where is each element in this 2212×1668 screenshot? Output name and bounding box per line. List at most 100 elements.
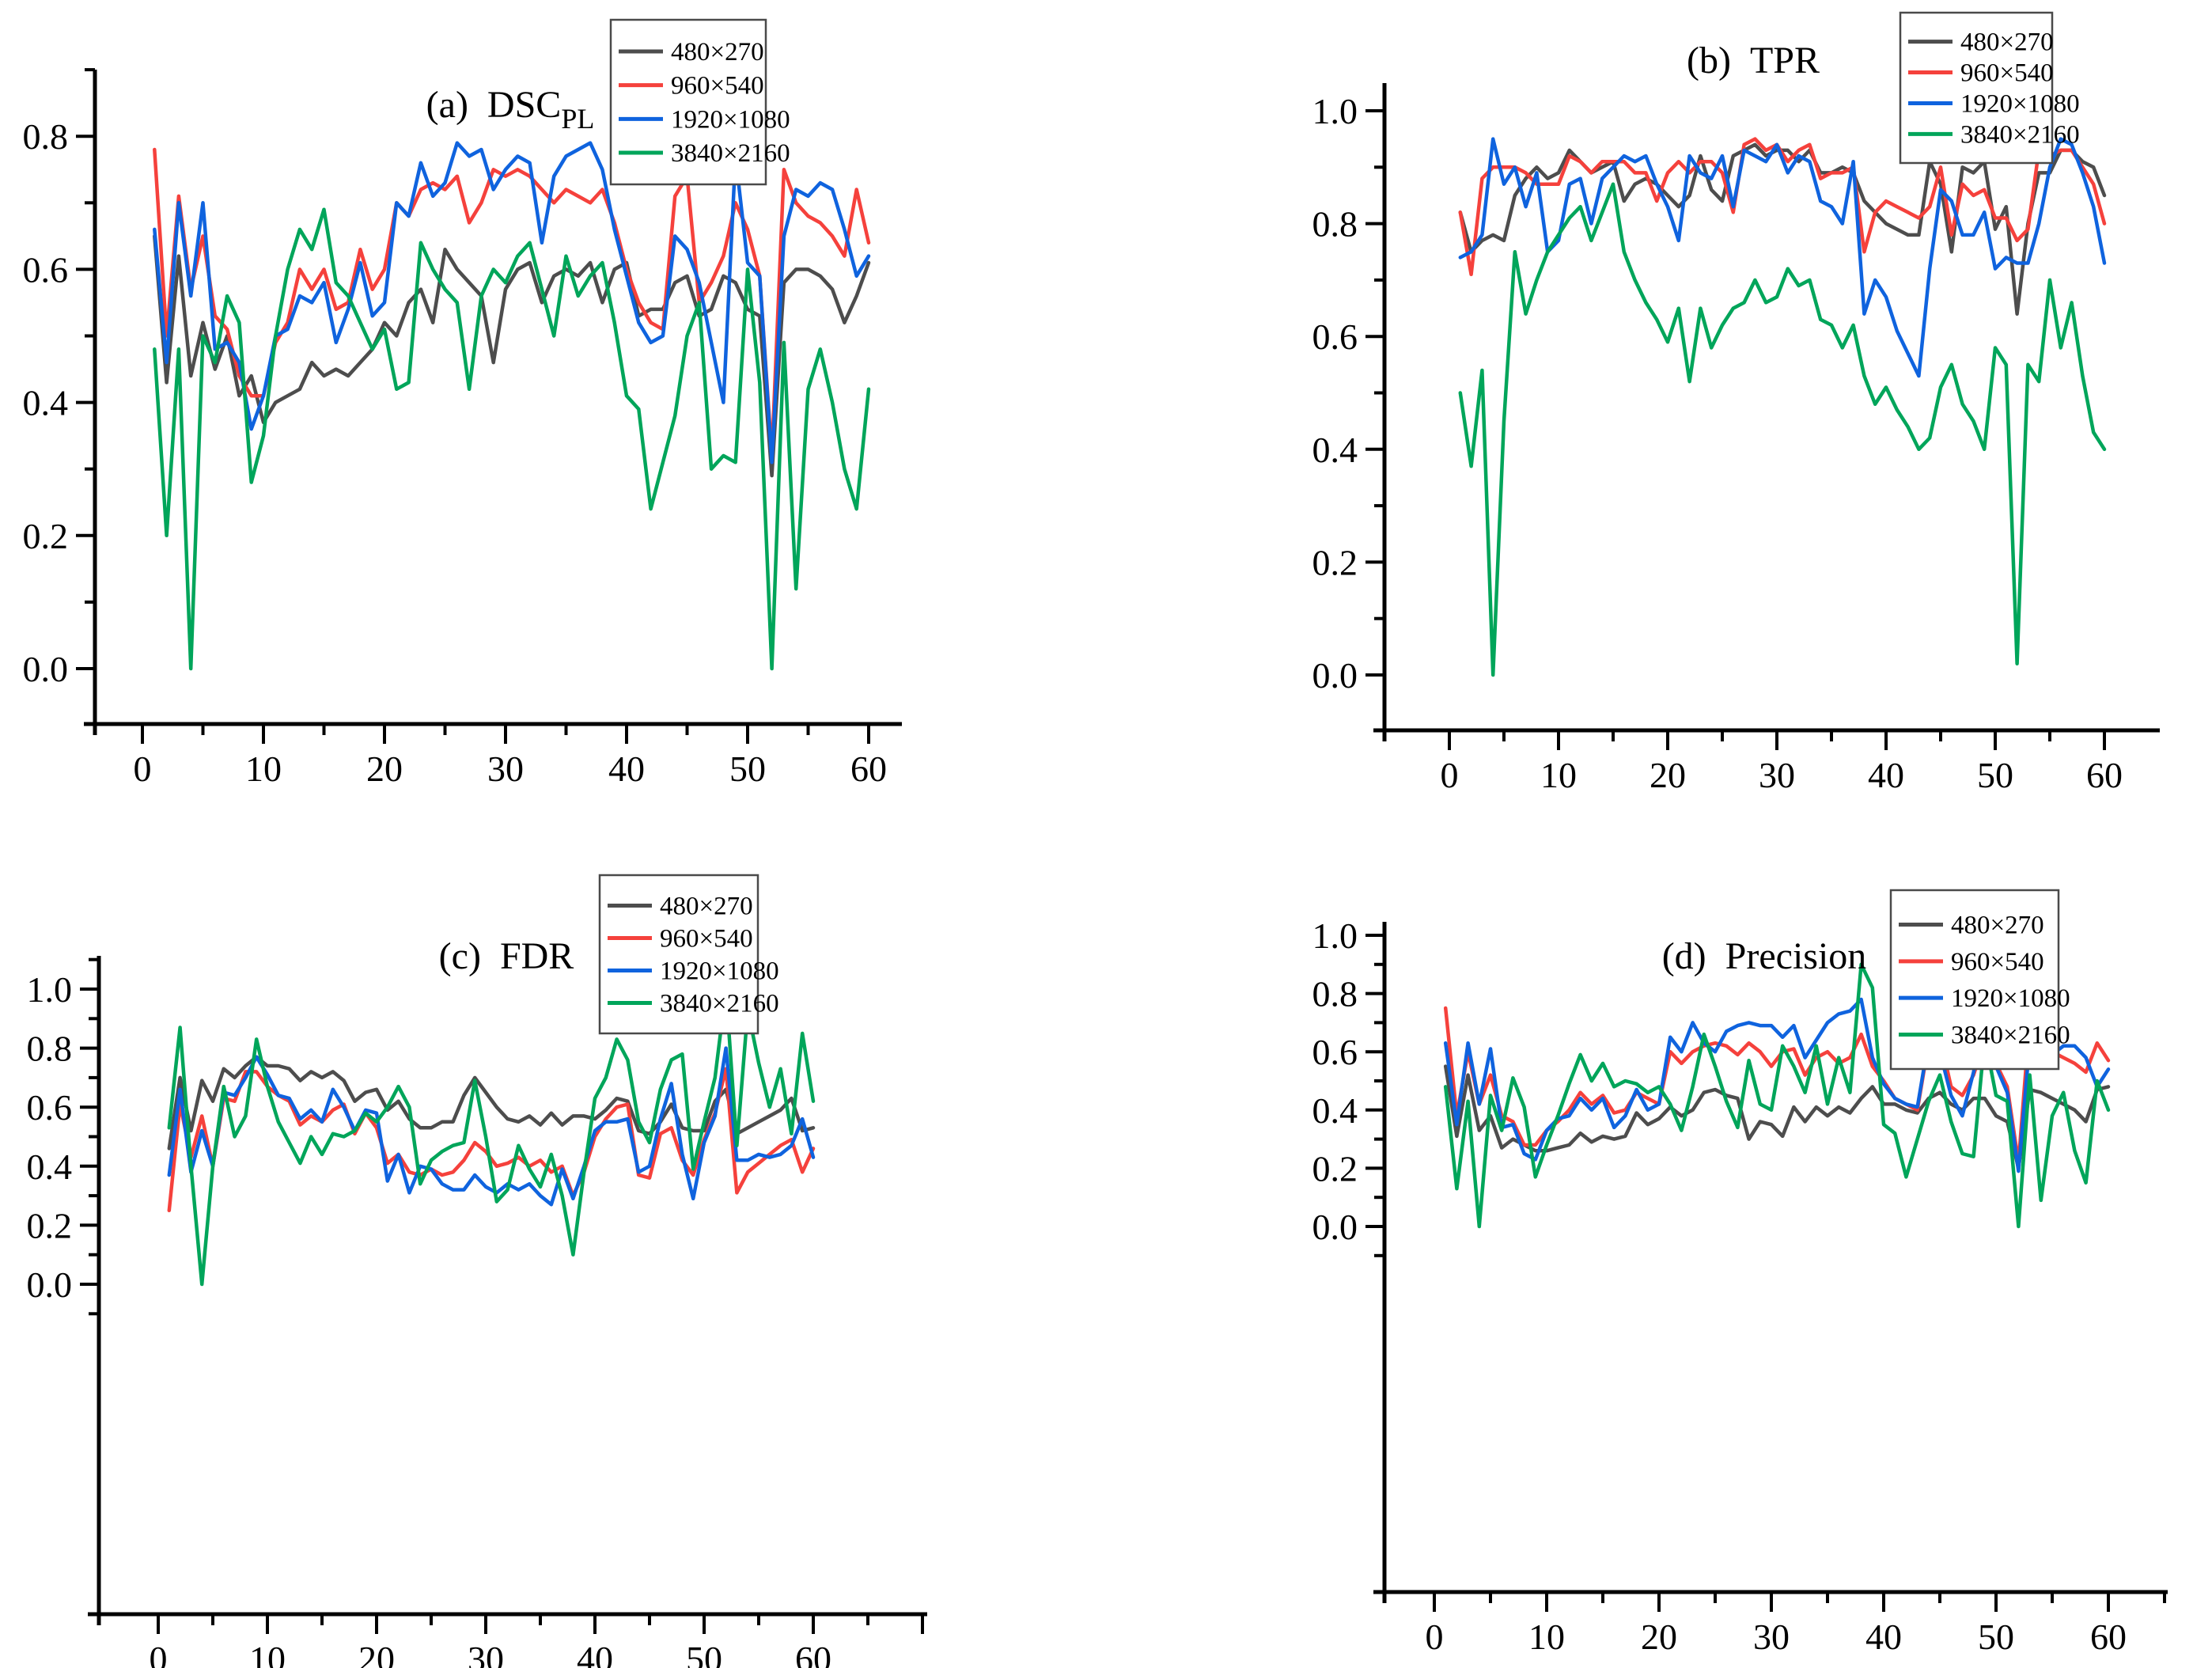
- y-tick-label: 0.6: [27, 1087, 73, 1128]
- series-line-1920x1080: [167, 1046, 816, 1207]
- x-tick-label: 10: [1528, 1617, 1565, 1657]
- legend-label: 3840×2160: [1960, 120, 2080, 149]
- legend-box: [609, 18, 767, 186]
- y-tick-label: 0.8: [1312, 974, 1358, 1014]
- legend-label: 1920×1080: [660, 957, 779, 986]
- legend-label: 960×540: [671, 72, 764, 100]
- x-tick-label: 50: [729, 749, 766, 789]
- legend-label: 3840×2160: [1951, 1021, 2070, 1049]
- x-tick-label: 30: [1759, 755, 1795, 795]
- legend-label: 960×540: [1960, 59, 2054, 88]
- panel-b: 0.0 0.2 0.4 0.6 0.8 1.0 0 10 20 30 40 50 60 480×27096…: [1312, 11, 2160, 795]
- panel-d-axes: 0.0 0.2 0.4 0.6 0.8 1.0 0 10 20 30 40 50 60: [1312, 916, 2168, 1657]
- y-tick-label: 0.8: [27, 1029, 73, 1069]
- y-tick-label: 0.0: [1312, 655, 1358, 696]
- x-tick-label: 10: [245, 749, 282, 789]
- series-line-3840x2160: [1443, 962, 2111, 1229]
- legend-label: 480×270: [1960, 28, 2054, 57]
- series-line-1920x1080: [1458, 137, 2107, 378]
- panel-d-legend: 480×270 960×540 1920×1080 3840×2160: [1889, 889, 2070, 1071]
- y-tick-label: 0.4: [23, 383, 69, 423]
- y-tick-label: 0.2: [27, 1205, 73, 1245]
- x-tick-label: 40: [577, 1639, 613, 1668]
- y-tick-label: 0.0: [27, 1264, 73, 1305]
- x-tick-label: 50: [686, 1639, 722, 1668]
- y-tick-label: 0.8: [1312, 204, 1358, 245]
- series-line-480x270: [153, 234, 871, 478]
- series-line-3840x2160: [1458, 182, 2107, 677]
- x-tick-label: 20: [1650, 755, 1686, 795]
- panel-b-title: (b) TPR: [1687, 40, 1820, 82]
- x-tick-label: 60: [2090, 1617, 2127, 1657]
- series-line-480x270: [1443, 1064, 2111, 1170]
- x-tick-label: 20: [1641, 1617, 1677, 1657]
- x-tick-label: 10: [1540, 755, 1577, 795]
- y-tick-label: 0.6: [1312, 317, 1358, 357]
- series-line-960x540: [1458, 137, 2107, 277]
- y-tick-label: 0.0: [1312, 1207, 1358, 1247]
- legend-box: [598, 874, 759, 1035]
- y-tick-label: 0.4: [1312, 1090, 1358, 1131]
- legend-label: 960×540: [660, 925, 753, 953]
- legend-label: 3840×2160: [671, 139, 790, 168]
- panel-c: 0.0 0.2 0.4 0.6 0.8 1.0 0 10 20 30 40 50 60 480×270 96…: [27, 874, 927, 1668]
- x-tick-label: 50: [1978, 1617, 2014, 1657]
- y-tick-label: 1.0: [27, 969, 73, 1010]
- y-tick-label: 0.6: [23, 249, 69, 290]
- y-tick-label: 0.4: [27, 1147, 73, 1187]
- legend-label: 1920×1080: [1960, 89, 2080, 118]
- x-tick-label: 40: [608, 749, 645, 789]
- y-tick-label: 1.0: [1312, 91, 1358, 131]
- y-tick-label: 0.6: [1312, 1032, 1358, 1072]
- y-tick-label: 0.2: [1312, 542, 1358, 582]
- panel-a-axes: 0.0 0.2 0.4 0.6 0.8 0 10 20 30 40 50 60: [23, 68, 902, 789]
- y-tick-label: 1.0: [1312, 916, 1358, 956]
- panel-a-legend: 480×270 960×540 1920×1080 3840×2160: [609, 18, 790, 186]
- legend-label: 480×270: [1951, 912, 2044, 940]
- legend-box: [1899, 11, 2054, 165]
- panel-c-legend: 480×270 960×540 1920×1080 3840×2160: [598, 874, 779, 1035]
- panel-c-axes: 0.0 0.2 0.4 0.6 0.8 1.0 0 10 20 30 40 50 60: [27, 956, 927, 1668]
- x-tick-label: 0: [150, 1639, 168, 1668]
- x-tick-label: 0: [1441, 755, 1459, 795]
- panel-a-title: (a) DSCPL: [426, 84, 595, 135]
- legend-label: 480×270: [660, 893, 753, 921]
- panel-b-axes: 0.0 0.2 0.4 0.6 0.8 1.0 0 10 20 30 40 50 60: [1312, 83, 2160, 795]
- x-tick-label: 40: [1865, 1617, 1902, 1657]
- y-tick-label: 0.8: [23, 116, 69, 157]
- x-tick-label: 30: [487, 749, 524, 789]
- series-line-3840x2160: [153, 207, 871, 671]
- x-tick-label: 60: [2086, 755, 2123, 795]
- x-tick-label: 30: [468, 1639, 504, 1668]
- y-tick-label: 0.0: [23, 649, 69, 689]
- legend-label: 1920×1080: [1951, 984, 2070, 1013]
- series-line-480x270: [167, 1055, 816, 1151]
- x-tick-label: 20: [358, 1639, 395, 1668]
- legend-label: 480×270: [671, 38, 764, 66]
- legend-label: 3840×2160: [660, 990, 779, 1018]
- series-line-3840x2160: [167, 987, 816, 1287]
- panel-c-title: (c) FDR: [439, 935, 574, 977]
- panel-a: 0.0 0.2 0.4 0.6 0.8 0 10 20 30 40 50 60 480×270 960×5…: [23, 18, 902, 789]
- x-tick-label: 60: [850, 749, 887, 789]
- panel-d-title: (d) Precision: [1662, 935, 1867, 977]
- legend-label: 960×540: [1951, 948, 2044, 976]
- x-tick-label: 0: [1426, 1617, 1444, 1657]
- legend-label: 1920×1080: [671, 105, 790, 134]
- x-tick-label: 40: [1868, 755, 1904, 795]
- y-tick-label: 0.2: [1312, 1148, 1358, 1188]
- x-tick-label: 10: [249, 1639, 286, 1668]
- panel-d: 0.0 0.2 0.4 0.6 0.8 1.0 0 10 20 30 40 50 60 480×270 96…: [1312, 889, 2168, 1657]
- x-tick-label: 50: [1977, 755, 2013, 795]
- x-tick-label: 60: [795, 1639, 831, 1668]
- y-tick-label: 0.2: [23, 516, 69, 556]
- x-tick-label: 30: [1753, 1617, 1790, 1657]
- x-tick-label: 20: [366, 749, 403, 789]
- y-tick-label: 0.4: [1312, 430, 1358, 470]
- legend-box: [1889, 889, 2060, 1071]
- x-tick-label: 0: [134, 749, 152, 789]
- series-line-480x270: [1458, 142, 2107, 316]
